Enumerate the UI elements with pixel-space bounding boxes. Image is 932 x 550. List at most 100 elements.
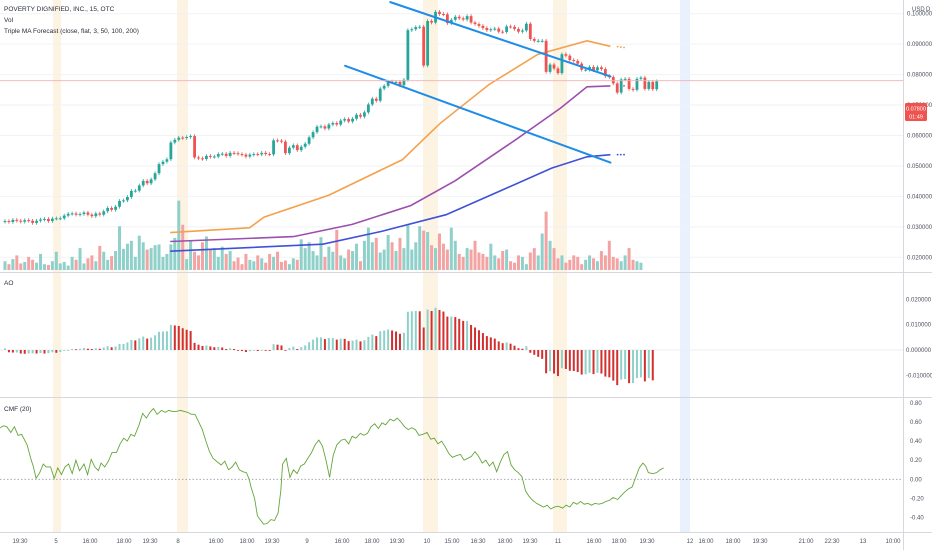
candle-body (532, 38, 536, 41)
candle-body (27, 220, 31, 222)
price-tick-label: 0.080000 (907, 73, 932, 79)
candle-body (244, 154, 248, 157)
ao-bar (572, 350, 575, 372)
ao-bar (39, 350, 42, 354)
candle-body (615, 83, 619, 93)
ao-bar (347, 341, 350, 350)
time-tick-label: 16:00 (208, 539, 224, 545)
ao-bar (319, 337, 322, 350)
ao-bar (165, 331, 168, 350)
ao-bar (442, 311, 445, 350)
volume-bar (568, 259, 572, 270)
candle-body (50, 218, 54, 222)
ao-label[interactable]: AO (4, 280, 13, 287)
time-axis[interactable]: 19:30 5 16:00 18:00 19:30 8 16:00 18:00 19:30 9 16… (12, 539, 901, 545)
currency-label[interactable]: USD D (912, 7, 931, 13)
trendline[interactable] (389, 1, 612, 78)
symbol-title[interactable]: POVERTY DIGNIFIED, INC., 15, OTC (4, 6, 115, 13)
candle-body (295, 145, 299, 151)
candle-body (137, 185, 141, 191)
trendline[interactable] (344, 64, 612, 164)
volume-bar (619, 261, 623, 270)
ma50-forecast-dot (623, 46, 625, 49)
volume-bar (335, 229, 339, 270)
time-tick-label: 19:30 (264, 539, 280, 545)
candle-body (86, 212, 90, 215)
cmf-label[interactable]: CMF (20) (4, 406, 31, 413)
ao-bar (545, 350, 548, 374)
volume-bar (185, 259, 189, 270)
candle-body (149, 179, 153, 184)
ao-bar (628, 350, 631, 384)
volume-bar (319, 237, 323, 270)
volume-bar (461, 256, 465, 270)
volume-bar (339, 255, 343, 270)
ao-bar (501, 343, 504, 350)
volume-bar (110, 256, 114, 270)
candle-body (299, 146, 303, 151)
ao-bar (612, 350, 615, 381)
volume-bar (410, 249, 414, 270)
volume-bar (303, 248, 307, 270)
time-tick-label: 11 (555, 539, 562, 545)
candlesticks (3, 10, 659, 225)
ao-bar (43, 350, 46, 354)
ao-bar (434, 307, 437, 350)
candle-body (319, 126, 323, 128)
volume-bar (27, 256, 31, 270)
volume-bar (595, 261, 599, 270)
volume-bar (513, 262, 517, 270)
time-tick-label: 18:00 (239, 539, 255, 545)
volume-bar (347, 249, 351, 270)
volume-bar (548, 240, 552, 270)
ao-bar (489, 337, 492, 350)
volume-bar (248, 259, 252, 270)
ao-bar (63, 350, 66, 351)
ao-bar (146, 338, 149, 350)
volume-bar (153, 245, 157, 270)
candle-body (517, 28, 520, 32)
volume-bar (268, 253, 272, 270)
volume-label[interactable]: Vol (4, 17, 14, 24)
candle-body (359, 114, 362, 117)
ma-label[interactable]: Triple MA Forecast (close, flat, 3, 50, … (4, 28, 139, 35)
candle-body (276, 140, 279, 142)
volume-bar (509, 261, 513, 270)
candle-body (220, 153, 224, 155)
candle-body (370, 98, 374, 105)
ao-bar (244, 350, 247, 353)
time-tick-label: 8 (176, 539, 180, 545)
ao-bar (114, 346, 117, 350)
volume-bar (232, 261, 236, 270)
volume-bar (133, 256, 137, 270)
candle-body (343, 119, 347, 121)
time-tick-label: 18:00 (116, 539, 132, 545)
candle-body (552, 64, 556, 69)
ao-bar (272, 344, 275, 350)
volume-bar (228, 251, 232, 270)
time-tick-label: 9 (305, 539, 309, 545)
candle-body (311, 132, 315, 138)
ao-bar (406, 311, 409, 350)
candle-body (181, 137, 185, 139)
cmf-axis: 0.80 0.60 0.40 0.20 0.00 -0.20 -0.40 (910, 401, 924, 522)
price-tick-label: 0.060000 (907, 134, 932, 140)
candle-body (453, 16, 457, 20)
candle-body (205, 155, 208, 159)
price-badge-box (905, 103, 927, 121)
ao-bar (327, 338, 330, 350)
volume-bar (315, 255, 319, 270)
volume-bar (216, 256, 220, 270)
candle-body (161, 161, 165, 165)
ao-bar (564, 350, 567, 369)
ao-bar (280, 345, 283, 350)
volume-bar (631, 259, 635, 270)
volume-bar (260, 258, 264, 270)
candle-body (643, 77, 647, 89)
volume-bar (331, 251, 335, 270)
candle-body (600, 67, 603, 70)
ao-bar (395, 331, 398, 350)
volume-bar (430, 245, 434, 270)
candle-body (461, 18, 465, 20)
candle-body (445, 14, 449, 24)
